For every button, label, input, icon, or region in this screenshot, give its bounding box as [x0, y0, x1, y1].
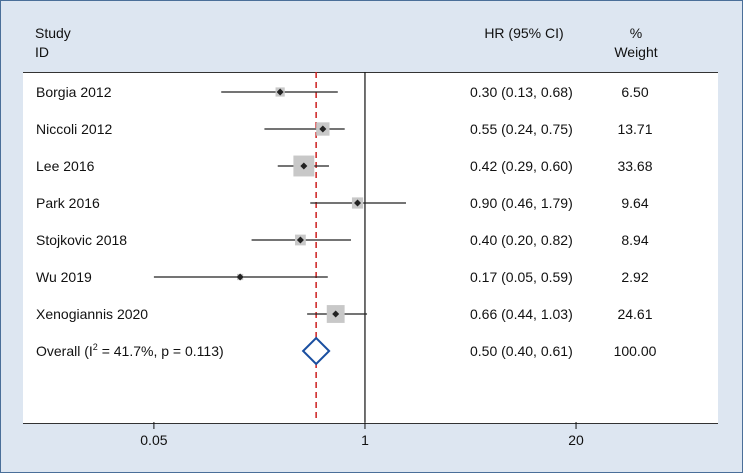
- plot-area: [23, 72, 718, 424]
- point-estimate: [332, 310, 340, 318]
- ci-text: 0.42 (0.29, 0.60): [470, 158, 573, 174]
- overall-label: Overall (I2 = 41.7%, p = 0.113): [36, 342, 224, 359]
- header-study: Study: [35, 25, 71, 41]
- study-row: Borgia 2012 0.30 (0.13, 0.68) 6.50: [36, 84, 649, 100]
- ci-text: 0.17 (0.05, 0.59): [470, 269, 573, 285]
- x-tick-label: 0.05: [140, 432, 167, 448]
- ci-text: 0.30 (0.13, 0.68): [470, 84, 573, 100]
- header-hr: HR (95% CI): [484, 25, 563, 41]
- point-estimate: [319, 125, 327, 133]
- x-tick-label: 1: [361, 432, 369, 448]
- study-row: Stojkovic 2018 0.40 (0.20, 0.82) 8.94: [36, 232, 649, 248]
- study-row: Xenogiannis 2020 0.66 (0.44, 1.03) 24.61: [36, 305, 653, 323]
- overall-ci-text: 0.50 (0.40, 0.61): [470, 343, 573, 359]
- ci-text: 0.55 (0.24, 0.75): [470, 121, 573, 137]
- header-weight: Weight: [614, 44, 657, 60]
- ci-text: 0.66 (0.44, 1.03): [470, 306, 573, 322]
- study-row: Wu 2019 0.17 (0.05, 0.59) 2.92: [36, 269, 649, 285]
- weight-text: 13.71: [617, 121, 652, 137]
- point-estimate: [296, 236, 304, 244]
- study-name: Stojkovic 2018: [36, 232, 127, 248]
- study-name: Wu 2019: [36, 269, 92, 285]
- point-estimate: [300, 162, 308, 170]
- study-name: Park 2016: [36, 195, 100, 211]
- point-estimate: [276, 88, 284, 96]
- point-estimate: [236, 273, 244, 281]
- header-id: ID: [35, 44, 49, 60]
- study-row: Lee 2016 0.42 (0.29, 0.60) 33.68: [36, 155, 653, 177]
- weight-text: 8.94: [621, 232, 648, 248]
- weight-text: 33.68: [617, 158, 652, 174]
- x-tick-label: 20: [568, 432, 584, 448]
- point-estimate: [354, 199, 362, 207]
- weight-text: 6.50: [621, 84, 648, 100]
- weight-text: 2.92: [621, 269, 648, 285]
- overall-diamond: [301, 336, 331, 366]
- ci-text: 0.90 (0.46, 1.79): [470, 195, 573, 211]
- study-name: Lee 2016: [36, 158, 95, 174]
- overall-weight-text: 100.00: [614, 343, 657, 359]
- study-row: Niccoli 2012 0.55 (0.24, 0.75) 13.71: [36, 121, 653, 137]
- weight-text: 9.64: [621, 195, 648, 211]
- study-name: Xenogiannis 2020: [36, 306, 148, 322]
- header-percent: %: [630, 25, 642, 41]
- study-name: Borgia 2012: [36, 84, 112, 100]
- weight-text: 24.61: [617, 306, 652, 322]
- study-row: Park 2016 0.90 (0.46, 1.79) 9.64: [36, 195, 649, 211]
- study-name: Niccoli 2012: [36, 121, 112, 137]
- ci-text: 0.40 (0.20, 0.82): [470, 232, 573, 248]
